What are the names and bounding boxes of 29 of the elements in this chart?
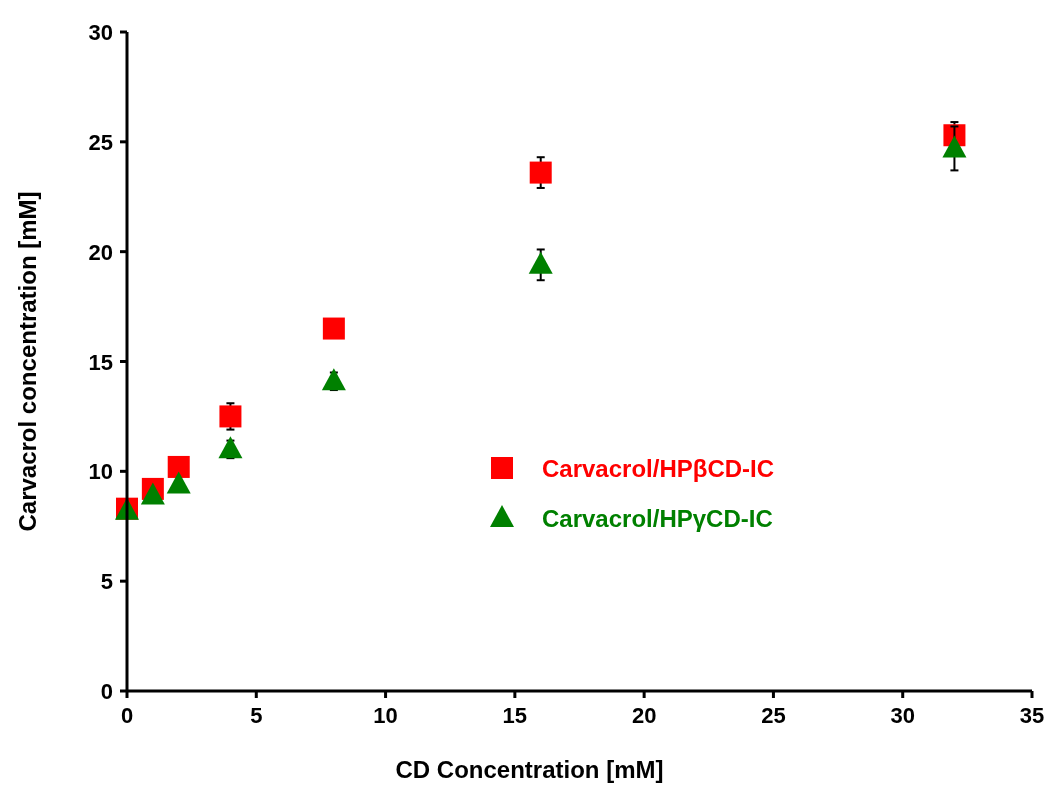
- y-tick-label: 0: [100, 679, 113, 704]
- point: [140, 482, 165, 505]
- y-tick-label: 30: [88, 20, 113, 45]
- x-tick-label: 30: [890, 703, 915, 728]
- y-tick-label: 15: [88, 349, 113, 375]
- point: [528, 251, 553, 274]
- x-tick-label: 25: [761, 703, 786, 728]
- point: [166, 471, 191, 494]
- y-tick-label: 25: [88, 129, 113, 155]
- y-axis-title: Carvacrol concentration [mM]: [14, 191, 41, 532]
- x-tick-label: 35: [1019, 703, 1044, 728]
- x-tick-label: 20: [631, 703, 657, 728]
- point: [322, 317, 345, 340]
- x-axis-title: CD Concentration [mM]: [395, 756, 664, 783]
- x-tick-label: 15: [502, 703, 528, 728]
- x-tick-label: 10: [373, 703, 398, 728]
- y-tick-label: 5: [100, 569, 113, 595]
- point: [529, 161, 552, 184]
- point: [321, 368, 346, 391]
- point: [942, 135, 967, 158]
- y-tick-label: 10: [88, 459, 113, 485]
- x-tick-label: 5: [250, 703, 263, 728]
- point: [219, 405, 242, 428]
- y-tick-label: 20: [88, 239, 113, 265]
- x-tick-label: 0: [120, 703, 134, 728]
- point: [218, 436, 243, 459]
- legend-label: Carvacrol/HPγCD-IC: [542, 505, 773, 532]
- point: [167, 455, 190, 478]
- legend-label: Carvacrol/HPβCD-IC: [542, 455, 775, 482]
